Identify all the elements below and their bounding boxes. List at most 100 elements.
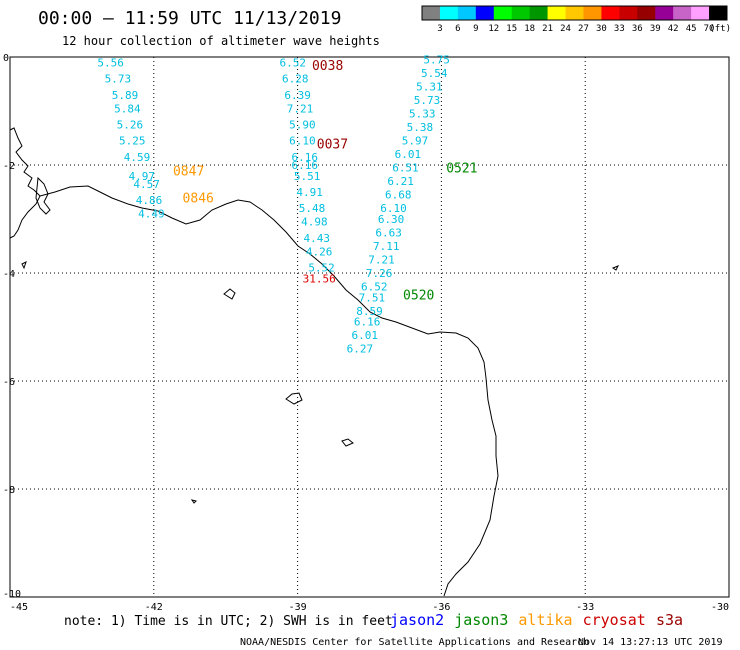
colorbar-swatch (547, 6, 566, 20)
colorbar-tick: 3 (437, 24, 442, 34)
swh-value: 5.38 (407, 121, 434, 134)
colorbar-tick: 21 (542, 24, 553, 34)
island-3 (341, 438, 354, 447)
footer-credit: NOAA/NESDIS Center for Satellite Applica… (240, 637, 589, 648)
swh-value: 4.97 (129, 170, 156, 183)
satellite-legend: jason2 jason3 altika cryosat s3a (390, 611, 683, 629)
swh-value: 6.51 (392, 162, 419, 175)
swh-value: 6.39 (284, 89, 311, 102)
y-tick-label: 0 (3, 53, 9, 64)
legend-entry: altika (518, 611, 572, 629)
swh-value: 6.63 (375, 227, 402, 240)
x-tick-label: -45 (10, 602, 28, 613)
pass-time-label: 0520 (403, 289, 434, 304)
footer-timestamp: Nov 14 13:27:13 UTC 2019 (578, 637, 723, 648)
swh-value: 4.57 (133, 178, 160, 191)
footer-note: note: 1) Time is in UTC; 2) SWH is in fe… (64, 614, 393, 629)
colorbar-swatch (422, 6, 441, 20)
colorbar-frame (421, 5, 728, 21)
map-subtitle: 12 hour collection of altimeter wave hei… (62, 34, 380, 48)
swh-value: 5.25 (119, 135, 146, 148)
swh-value: 6.30 (378, 213, 405, 226)
swh-value: 5.26 (117, 119, 144, 132)
y-tick-label: -10 (3, 589, 21, 600)
y-tick-label: -4 (3, 269, 15, 280)
x-tick-label: -39 (289, 602, 307, 613)
pass-times: 0038 0037 0847 0846 0521 0520 (173, 59, 478, 304)
swh-value: 5.56 (97, 56, 124, 69)
map-frame (9, 56, 730, 598)
swh-value: 7.51 (359, 291, 386, 304)
colorbar-swatch (691, 6, 710, 20)
colorbar-swatch (619, 6, 638, 20)
swh-value: 4.98 (301, 216, 328, 229)
swh-value: 5.31 (416, 81, 443, 94)
swh-value: 6.10 (380, 202, 407, 215)
x-tick-label: -42 (145, 602, 163, 613)
swh-value: 5.73 (105, 73, 132, 86)
swh-value: 4.26 (306, 245, 333, 258)
x-tick-label: -30 (711, 602, 729, 613)
colorbar-swatch (655, 6, 674, 20)
colorbar-swatch (637, 6, 656, 20)
coastline (9, 127, 620, 597)
colorbar-swatch (565, 6, 584, 20)
colorbar-tick: 39 (650, 24, 661, 34)
colorbar-tick: 30 (596, 24, 607, 34)
colorbar-swatch (529, 6, 548, 20)
swh-value: 4.59 (124, 151, 151, 164)
colorbar-tick: 6 (455, 24, 460, 34)
swh-value: 6.01 (395, 148, 422, 161)
swh-value: 6.16 (292, 159, 319, 172)
swh-value: 4.43 (304, 232, 331, 245)
swh-value: 5.52 (308, 262, 335, 275)
colorbar: 3 6 9 12 15 18 21 24 27 30 33 36 39 42 45 70(ft) (421, 5, 731, 34)
colorbar-tick: 12 (488, 24, 499, 34)
axis-labels: -45 -42 -39 -36 -33 -30 0 -2 -4 -6 -8 -10 (3, 53, 729, 613)
swh-value: 5.89 (112, 89, 139, 102)
colorbar-swatch (583, 6, 602, 20)
colorbar-swatch (475, 6, 495, 20)
colorbar-tick: 45 (686, 24, 697, 34)
island-4 (190, 499, 197, 504)
pass-time-label: 0038 (312, 59, 343, 74)
colorbar-unit: (ft) (709, 24, 731, 34)
colorbar-tick: 15 (506, 24, 517, 34)
colorbar-swatch (511, 6, 531, 20)
swh-value: 4.86 (136, 194, 163, 207)
island-2 (285, 392, 303, 405)
swh-value: 5.75 (423, 54, 450, 67)
colorbar-swatch (673, 6, 692, 20)
swh-value: 6.28 (282, 73, 309, 86)
y-tick-label: -8 (3, 485, 15, 496)
swh-value: 8.59 (356, 305, 383, 318)
swh-value: 6.68 (385, 189, 412, 202)
swh-value-high: 31.56 (303, 272, 336, 285)
swh-value: 4.49 (138, 208, 165, 221)
colorbar-tick: 36 (632, 24, 643, 34)
colorbar-tick: 9 (473, 24, 478, 34)
legend-entry: s3a (656, 611, 683, 629)
swh-value: 6.01 (351, 329, 378, 342)
swh-value: 5.84 (114, 102, 141, 115)
swh-value: 7.21 (287, 102, 314, 115)
coastline-islet-north (35, 176, 51, 215)
legend-entry: jason3 (454, 611, 508, 629)
y-tick-label: -6 (3, 377, 15, 388)
coastline-mainland (39, 185, 499, 597)
colorbar-swatch (457, 6, 477, 20)
swh-value: 6.16 (292, 151, 319, 164)
swh-value: 7.11 (373, 240, 400, 253)
swh-value: 4.91 (296, 186, 323, 199)
swh-value: 6.10 (289, 135, 316, 148)
swh-value: 5.33 (409, 108, 436, 121)
footer: note: 1) Time is in UTC; 2) SWH is in fe… (64, 611, 723, 648)
swh-value: 6.16 (354, 316, 381, 329)
pass-time-label: 0037 (317, 137, 348, 152)
legend-entry: cryosat (583, 611, 646, 629)
swh-value: 6.27 (347, 343, 374, 356)
colorbar-tick: 70 (704, 24, 715, 34)
swh-value: 5.97 (402, 135, 429, 148)
colorbar-swatch (709, 6, 728, 20)
